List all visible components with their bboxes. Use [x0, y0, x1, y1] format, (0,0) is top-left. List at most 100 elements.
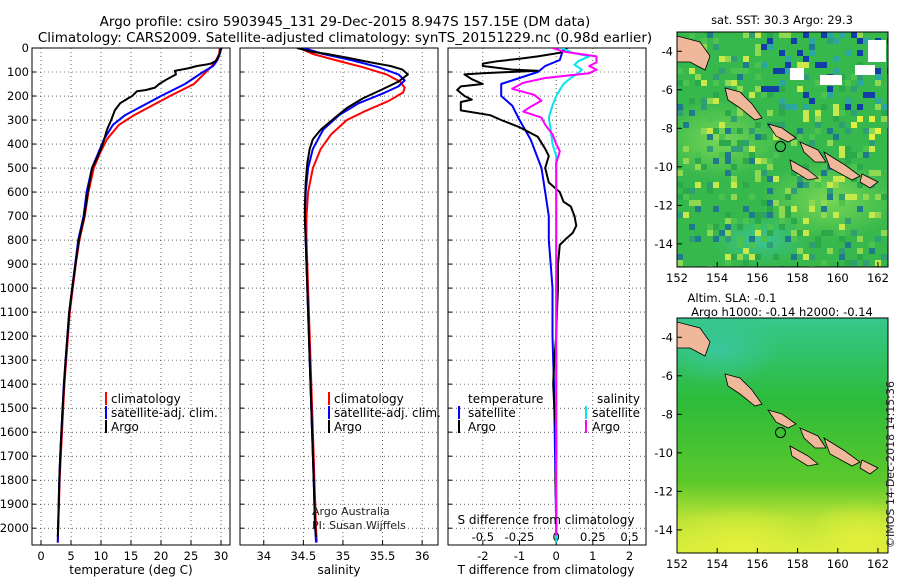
- x-tick-label: 25: [184, 549, 199, 563]
- sst-cell: [869, 242, 875, 248]
- depth-tick-label: 800: [7, 233, 29, 247]
- depth-ticks: 0 100 200 300 400 500 600 700 800 900 1000 1100 1200…: [0, 41, 29, 535]
- credit-line-2: PI: Susan Wijffels: [312, 519, 406, 532]
- sst-cell: [863, 194, 869, 200]
- sst-cell: [725, 212, 731, 218]
- sst-cell: [833, 56, 839, 62]
- map-lat-label: -6: [662, 369, 673, 383]
- sla-map-panel: Altim. SLA: -0.1 Argo h1000: -0.14 h2000…: [654, 291, 889, 571]
- sst-cell: [695, 182, 701, 188]
- series-line-argo: [296, 48, 409, 537]
- sst-cell: [821, 170, 827, 176]
- sst-cell: [833, 68, 839, 74]
- x-tick-label: 34: [256, 549, 271, 563]
- float-position-marker: [774, 141, 786, 153]
- sst-cell: [851, 122, 857, 128]
- x-tick-label: 0: [37, 549, 44, 563]
- sst-cell: [677, 68, 683, 74]
- legend-label-sal-argo: Argo: [592, 420, 620, 434]
- map-lon-label: 158: [787, 557, 809, 571]
- sst-cell: [845, 242, 851, 248]
- island-bougainville: [724, 87, 763, 121]
- sst-cell: [827, 182, 833, 188]
- sla-map-frame: [676, 317, 889, 554]
- sst-cell: [821, 260, 827, 266]
- temperature-xlabel: temperature (deg C): [69, 563, 192, 577]
- legend-label-sal-satellite: satellite: [592, 406, 640, 420]
- sst-cell: [767, 110, 773, 116]
- sst-cell: [797, 50, 803, 56]
- sst-cell: [779, 86, 785, 92]
- sst-cell: [833, 110, 839, 116]
- sst-cell: [761, 170, 767, 176]
- sst-cell: [755, 86, 761, 92]
- sst-cell: [749, 212, 755, 218]
- sst-cell: [719, 194, 725, 200]
- temperature-panel: 0100200300400500600700800900100011001200…: [0, 41, 231, 577]
- sla-map-field: [677, 318, 888, 553]
- sst-cell: [713, 134, 719, 140]
- sst-cell: [767, 86, 773, 92]
- island-guadalcanal: [789, 445, 819, 467]
- sst-cell: [725, 236, 731, 242]
- sst-cell: [785, 104, 791, 110]
- sst-cell: [845, 104, 851, 110]
- map-lon-label: 162: [867, 557, 889, 571]
- sst-cell: [803, 104, 809, 110]
- sst-cloud-gaps: [790, 40, 886, 85]
- sst-cell: [707, 32, 713, 38]
- sst-cell: [677, 170, 683, 176]
- sst-cell: [749, 128, 755, 134]
- sst-cell: [779, 98, 785, 104]
- sst-cell: [821, 200, 827, 206]
- sst-cell: [743, 182, 749, 188]
- s-diff-tick-label: -0.5: [472, 530, 494, 544]
- sst-cell: [761, 212, 767, 218]
- sst-cell: [719, 56, 725, 62]
- s-diff-tick-label: 0.5: [620, 530, 638, 544]
- sst-cell: [701, 128, 707, 134]
- sst-cell: [749, 158, 755, 164]
- depth-tick-label: 2000: [0, 521, 29, 535]
- sst-cell: [707, 188, 713, 194]
- sst-cell: [767, 206, 773, 212]
- sst-cell: [809, 38, 815, 44]
- credit-line-1: Argo Australia: [312, 505, 390, 518]
- salinity-ticks: 34 34.5 35 35.5 36: [256, 540, 429, 563]
- depth-tick-label: 1200: [0, 329, 29, 343]
- sst-cell: [689, 98, 695, 104]
- sst-cell: [869, 146, 875, 152]
- sst-cell: [755, 212, 761, 218]
- sst-cell: [689, 188, 695, 194]
- legend-label-temp-satellite: satellite: [468, 406, 516, 420]
- sst-cell: [737, 254, 743, 260]
- sst-cell: [839, 176, 845, 182]
- sst-cell: [779, 80, 785, 86]
- legend-label-satellite: satellite-adj. clim.: [334, 406, 441, 420]
- sst-cell: [803, 110, 809, 116]
- depth-tick-label: 100: [7, 65, 29, 79]
- sst-cell: [761, 158, 767, 164]
- sst-cell: [857, 164, 863, 170]
- sst-cell: [779, 104, 785, 110]
- depth-tick-label: 300: [7, 113, 29, 127]
- sst-cell: [773, 68, 779, 74]
- sst-cell: [875, 212, 881, 218]
- sst-cell: [839, 194, 845, 200]
- sst-cell: [755, 176, 761, 182]
- temperature-legend: climatology satellite-adj. clim. Argo: [105, 392, 218, 434]
- sst-cell: [695, 74, 701, 80]
- sst-cell: [743, 158, 749, 164]
- sst-cell: [845, 50, 851, 56]
- sst-cell: [701, 164, 707, 170]
- sst-cell: [749, 254, 755, 260]
- legend-label-argo: Argo: [111, 420, 139, 434]
- sst-cell: [689, 110, 695, 116]
- sst-cell: [755, 254, 761, 260]
- series-line-salinity-argo: [511, 48, 598, 536]
- sst-cell: [881, 116, 887, 122]
- depth-tick-label: 1300: [0, 353, 29, 367]
- sst-cell: [833, 38, 839, 44]
- sst-cell: [767, 92, 773, 98]
